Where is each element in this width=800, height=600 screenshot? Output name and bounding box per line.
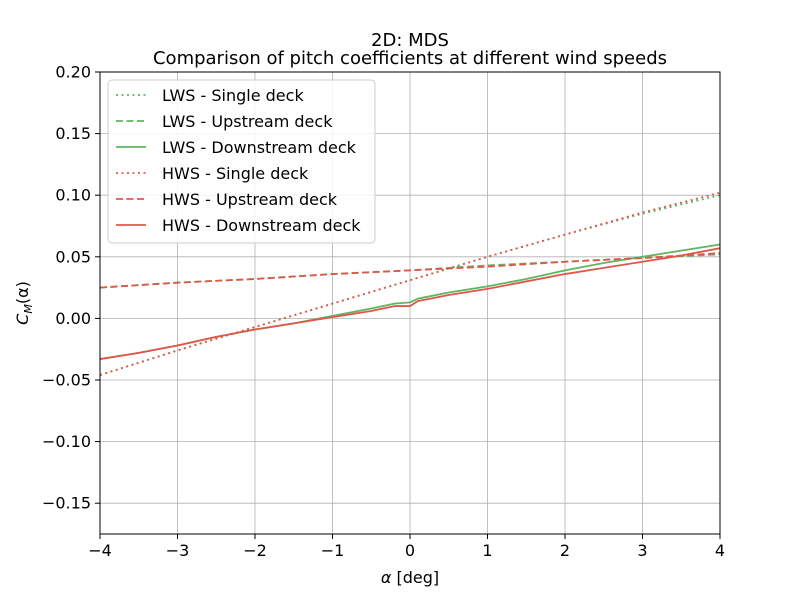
x-axis-label-symbol: α [381, 568, 392, 587]
x-tick-label: 2 [560, 541, 570, 560]
chart-title: 2D: MDS [371, 30, 449, 51]
y-tick-label: 0.15 [55, 124, 91, 143]
x-axis-label: α [deg] [381, 568, 439, 587]
legend-label: LWS - Single deck [162, 86, 304, 105]
legend-label: HWS - Downstream deck [162, 216, 361, 235]
series-line-hws-dotted [99, 191, 721, 376]
y-tick-label: 0.00 [55, 309, 91, 328]
series-lines [99, 191, 721, 376]
legend-items: LWS - Single deck LWS - Upstream deck LWS … [116, 86, 361, 235]
y-axis-label-arg: (α) [13, 281, 32, 304]
y-tick-label: −0.10 [42, 432, 91, 451]
x-tick-label: 1 [482, 541, 492, 560]
x-tick-label: 0 [405, 541, 415, 560]
x-tick-label: −1 [321, 541, 345, 560]
series-line-hws-solid [99, 247, 721, 360]
x-tick-label: −2 [243, 541, 267, 560]
legend-label: LWS - Downstream deck [162, 138, 357, 157]
legend-label: HWS - Upstream deck [162, 190, 338, 209]
legend-label: HWS - Single deck [162, 164, 309, 183]
y-tick-label: 0.05 [55, 247, 91, 266]
x-tick-label: −4 [88, 541, 112, 560]
y-axis-label: CM(α) [13, 281, 35, 325]
legend-box [107, 79, 376, 244]
legend-label: LWS - Upstream deck [162, 112, 333, 131]
y-tick-label: −0.15 [42, 494, 91, 513]
y-tick-label: 0.10 [55, 186, 91, 205]
x-tick-label: 4 [715, 541, 725, 560]
chart-subtitle: Comparison of pitch coefficients at diff… [153, 48, 667, 69]
y-tick-label: −0.05 [42, 371, 91, 390]
axis-ticks: −4 −3 −2 −1 0 1 2 3 4 −0.15 −0.10 −0.05 0.00 0.05 0.10… [42, 63, 725, 561]
series-line-hws-dashed [99, 252, 721, 289]
x-axis-label-unit: [deg] [396, 568, 439, 587]
y-axis-label-base: C [13, 313, 32, 325]
y-axis-label-sub: M [22, 304, 35, 314]
x-tick-label: 3 [637, 541, 647, 560]
x-tick-label: −3 [166, 541, 190, 560]
y-tick-label: 0.20 [55, 63, 91, 82]
legend: LWS - Single deck LWS - Upstream deck LWS … [107, 79, 376, 244]
